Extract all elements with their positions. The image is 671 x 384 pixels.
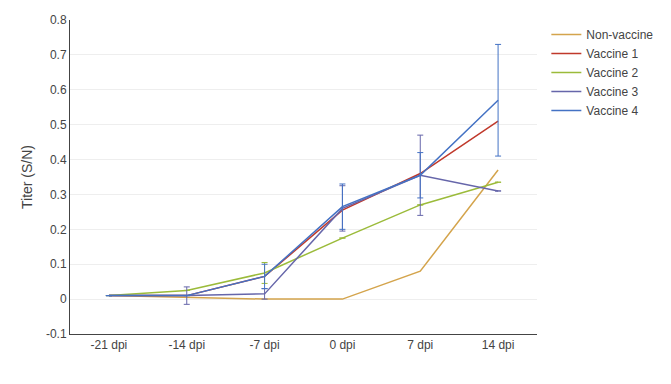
svg-text:0.8: 0.8: [50, 13, 67, 27]
svg-text:0: 0: [60, 292, 67, 306]
svg-text:-14 dpi: -14 dpi: [168, 338, 205, 352]
svg-text:Titer (S/N): Titer (S/N): [19, 145, 35, 209]
svg-text:-7 dpi: -7 dpi: [250, 338, 280, 352]
svg-text:Non-vaccine: Non-vaccine: [586, 28, 653, 42]
svg-text:7 dpi: 7 dpi: [407, 338, 433, 352]
svg-text:-0.1: -0.1: [46, 327, 67, 341]
svg-text:-21 dpi: -21 dpi: [91, 338, 128, 352]
svg-text:0.5: 0.5: [50, 118, 67, 132]
svg-text:0.4: 0.4: [50, 153, 67, 167]
svg-text:0 dpi: 0 dpi: [329, 338, 355, 352]
svg-text:0.7: 0.7: [50, 48, 67, 62]
svg-text:0.6: 0.6: [50, 83, 67, 97]
svg-text:Vaccine 2: Vaccine 2: [586, 66, 638, 80]
svg-text:0.1: 0.1: [50, 257, 67, 271]
svg-text:Vaccine 3: Vaccine 3: [586, 85, 638, 99]
svg-text:14 dpi: 14 dpi: [482, 338, 515, 352]
svg-text:Vaccine 1: Vaccine 1: [586, 47, 638, 61]
svg-text:0.2: 0.2: [50, 223, 67, 237]
svg-text:0.3: 0.3: [50, 188, 67, 202]
svg-text:Vaccine 4: Vaccine 4: [586, 104, 638, 118]
